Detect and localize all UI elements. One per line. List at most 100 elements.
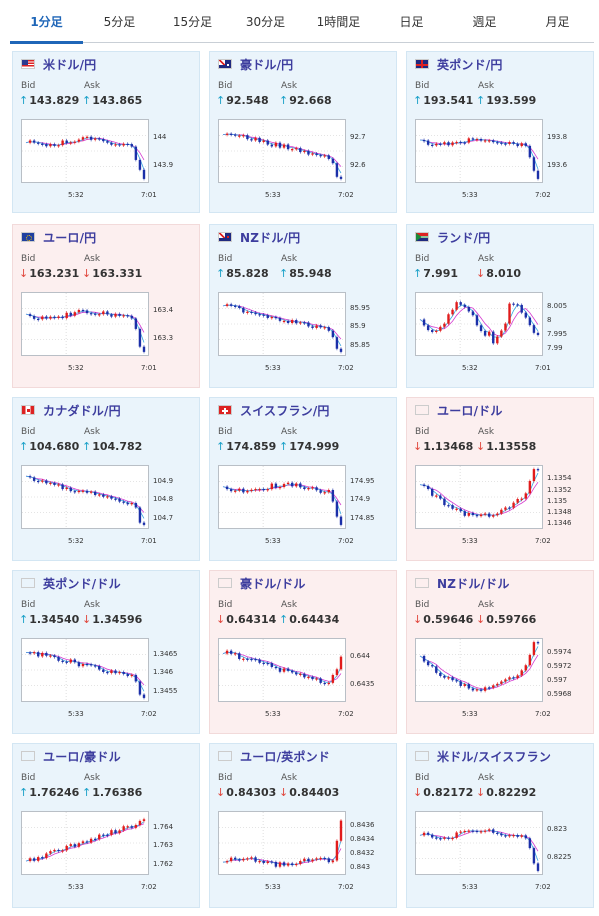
tab-5[interactable]: 日足 xyxy=(399,15,424,29)
candle xyxy=(447,142,450,146)
ask-price: ↑143.865 xyxy=(82,94,142,107)
candle xyxy=(49,655,52,657)
currency-pair-name[interactable]: NZドル/円 xyxy=(240,230,301,245)
ask-label: Ask xyxy=(84,600,101,610)
y-axis-tick: 1.1354 xyxy=(547,474,572,483)
price-chart[interactable] xyxy=(218,119,346,183)
price-chart[interactable] xyxy=(21,465,149,529)
candle xyxy=(520,143,523,147)
candle xyxy=(439,672,442,676)
rate-card[interactable]: ユーロ/円 Bid Ask ↓163.231 ↓163.331 163.4 163.3 5:3… xyxy=(12,224,200,388)
x-axis-start-time: 5:32 xyxy=(68,364,84,372)
candle xyxy=(106,311,109,315)
tab-4[interactable]: 1時間足 xyxy=(316,15,361,29)
rate-card[interactable]: ランド/円 Bid Ask ↑7.991 ↓8.010 8.005 8 7.995 7.99 5:… xyxy=(406,224,594,388)
y-axis-tick: 85.9 xyxy=(350,322,366,331)
rate-card[interactable]: 英ポンド/ドル Bid Ask ↑1.34540 ↓1.34596 1.3465 1.346… xyxy=(12,570,200,734)
price-chart[interactable] xyxy=(218,292,346,356)
candle xyxy=(431,489,434,496)
currency-pair-name[interactable]: カナダドル/円 xyxy=(43,403,121,418)
tab-6[interactable]: 週足 xyxy=(472,15,497,29)
currency-pair-name[interactable]: NZドル/ドル xyxy=(437,576,510,591)
price-chart[interactable] xyxy=(415,811,543,875)
candle xyxy=(536,469,540,471)
candle xyxy=(53,316,56,318)
currency-pair-name[interactable]: 米ドル/スイスフラン xyxy=(437,749,552,764)
price-chart[interactable] xyxy=(415,465,543,529)
rate-card[interactable]: スイスフラン/円 Bid Ask ↑174.859 ↑174.999 174.95 174.… xyxy=(209,397,397,561)
euus-flag-icon xyxy=(415,405,429,415)
candle xyxy=(250,311,253,313)
rate-card[interactable]: 米ドル/円 Bid Ask ↑143.829 ↑143.865 144 143.9 5:32 7… xyxy=(12,51,200,213)
rate-card[interactable]: 豪ドル/ドル Bid Ask ↓0.64314 ↑0.64434 0.644 0.6435 5… xyxy=(209,570,397,734)
candle xyxy=(229,133,233,135)
price-chart[interactable] xyxy=(21,811,149,875)
candle xyxy=(49,851,52,854)
rate-card[interactable]: 米ドル/スイスフラン Bid Ask ↓0.82172 ↓0.82292 0.823 0.8… xyxy=(406,743,594,908)
currency-pair-name[interactable]: 英ポンド/ドル xyxy=(43,576,121,591)
price-chart[interactable] xyxy=(21,292,149,356)
candle xyxy=(303,487,306,490)
bid-label: Bid xyxy=(415,81,430,91)
rate-card[interactable]: ユーロ/ドル Bid Ask ↓1.13468 ↓1.13558 1.1354 1.1352… xyxy=(406,397,594,561)
ask-price-value: 1.34596 xyxy=(92,613,143,626)
candle xyxy=(339,516,343,525)
tab-7[interactable]: 月足 xyxy=(545,15,570,29)
candle xyxy=(512,142,515,144)
price-chart[interactable] xyxy=(21,119,149,183)
currency-pair-name[interactable]: 豪ドル/ドル xyxy=(240,576,306,591)
candle xyxy=(73,141,77,143)
candle xyxy=(57,657,60,661)
candle xyxy=(331,489,335,502)
price-chart[interactable] xyxy=(415,119,543,183)
price-chart[interactable] xyxy=(218,811,346,875)
candle xyxy=(234,305,237,307)
rate-card[interactable]: ユーロ/英ポンド Bid Ask ↓0.84303 ↓0.84403 0.8436 0.84… xyxy=(209,743,397,908)
currency-pair-name[interactable]: ユーロ/円 xyxy=(43,230,97,245)
candle xyxy=(290,482,294,487)
rate-card[interactable]: カナダドル/円 Bid Ask ↑104.680 ↑104.782 104.9 104.8 1… xyxy=(12,397,200,561)
candle xyxy=(118,144,121,146)
rate-card[interactable]: 英ポンド/円 Bid Ask ↑193.541 ↑193.599 193.8 193.6 5:… xyxy=(406,51,594,213)
candle xyxy=(311,859,314,862)
currency-pair-name[interactable]: スイスフラン/円 xyxy=(240,403,330,418)
currency-pair-name[interactable]: ユーロ/英ポンド xyxy=(240,749,330,764)
candle xyxy=(98,314,101,316)
candle xyxy=(41,857,44,859)
price-chart[interactable] xyxy=(415,292,543,356)
candle xyxy=(274,861,278,867)
tab-0[interactable]: 1分足 xyxy=(10,0,83,44)
currency-pair-name[interactable]: 英ポンド/円 xyxy=(437,57,503,72)
currency-pair-name[interactable]: 米ドル/円 xyxy=(43,57,97,72)
rate-card[interactable]: NZドル/ドル Bid Ask ↓0.59646 ↓0.59766 0.5974 0.597… xyxy=(406,570,594,734)
candle xyxy=(516,835,519,837)
rate-card[interactable]: ユーロ/豪ドル Bid Ask ↑1.76246 ↑1.76386 1.764 1.763 1… xyxy=(12,743,200,908)
candle xyxy=(134,503,138,508)
y-axis-tick: 85.95 xyxy=(350,303,371,312)
candle xyxy=(431,665,434,667)
candle xyxy=(274,142,278,147)
currency-pair-name[interactable]: 豪ドル/円 xyxy=(240,57,294,72)
eu-flag-icon xyxy=(21,232,35,242)
currency-pair-name[interactable]: ランド/円 xyxy=(437,230,491,245)
currency-pair-name[interactable]: ユーロ/ドル xyxy=(437,403,503,418)
price-chart[interactable] xyxy=(218,465,346,529)
arrow-up-icon: ↑ xyxy=(413,267,423,280)
price-chart[interactable] xyxy=(415,638,543,702)
euau-flag-icon xyxy=(21,751,35,761)
tab-3[interactable]: 30分足 xyxy=(245,15,286,29)
candle xyxy=(451,309,454,315)
rate-card[interactable]: NZドル/円 Bid Ask ↑85.828 ↑85.948 85.95 85.9 85.85… xyxy=(209,224,397,388)
candle xyxy=(110,314,113,317)
arrow-down-icon: ↓ xyxy=(216,786,226,799)
price-chart[interactable] xyxy=(21,638,149,702)
x-axis-end-time: 7:01 xyxy=(141,537,157,545)
tab-2[interactable]: 15分足 xyxy=(172,15,213,29)
currency-pair-name[interactable]: ユーロ/豪ドル xyxy=(43,749,121,764)
price-chart[interactable] xyxy=(218,638,346,702)
candle xyxy=(258,488,261,491)
candle xyxy=(65,312,68,319)
rate-card[interactable]: 豪ドル/円 Bid Ask ↑92.548 ↑92.668 92.7 92.6 5:33 7:0… xyxy=(209,51,397,213)
tab-1[interactable]: 5分足 xyxy=(103,15,136,29)
ch-flag-icon xyxy=(218,405,232,415)
